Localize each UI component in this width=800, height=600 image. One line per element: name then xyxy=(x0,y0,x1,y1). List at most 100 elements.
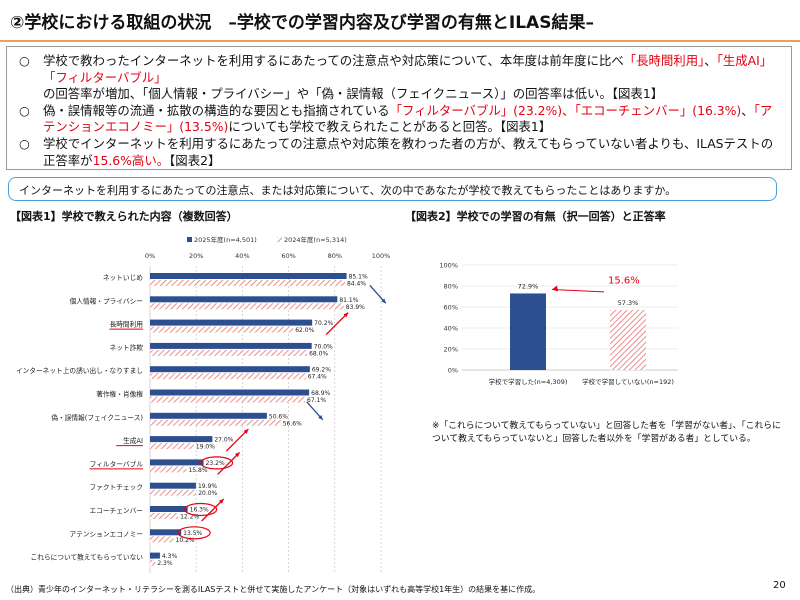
bar-2024 xyxy=(150,373,306,380)
x-tick-label: 60% xyxy=(281,252,295,260)
category-label: ファクトチェック xyxy=(90,484,144,492)
summary-text: 、 xyxy=(704,53,717,68)
bar-2025 xyxy=(150,296,338,303)
x-tick-label: 40% xyxy=(235,252,249,260)
summary-point-3: ○ 学校でインターネットを利用するにあたっての注意点や対応策を教わった者の方が、… xyxy=(15,136,783,169)
value-label-2025: 23.2% xyxy=(206,460,225,467)
bar-2024 xyxy=(150,326,294,333)
trend-arrowhead xyxy=(234,452,240,458)
y-tick-label: 0% xyxy=(448,367,458,375)
source-footnote: （出典）青少年のインターネット・リテラシーを測るILASテストと併せて実施したア… xyxy=(6,585,541,594)
y-tick-label: 60% xyxy=(444,304,458,312)
summary-text: 学校でインターネットを利用するにあたっての注意点や対応策を教わった者の方が、教え… xyxy=(43,135,774,168)
bullet-circle-icon: ○ xyxy=(19,135,30,151)
summary-highlight: 15.6%高い。 xyxy=(92,152,170,168)
value-label-2024: 20.0% xyxy=(198,490,217,497)
value-label-2024: 15.8% xyxy=(188,467,207,474)
survey-question: インターネットを利用するにあたっての注意点、または対応策について、次の中であなた… xyxy=(8,177,777,201)
x-tick-label: 0% xyxy=(145,252,155,260)
figure-1-chart: 2025年度(n=4,501) 2024年度(n=5,314) 0% 20% 40% 60… xyxy=(16,235,390,573)
value-label-2024: 67.4% xyxy=(308,374,327,381)
summary-text: 、 xyxy=(741,102,754,118)
category-label: 生成AI xyxy=(123,436,143,445)
value-label-2025: 16.3% xyxy=(190,507,209,514)
y-tick-label: 80% xyxy=(444,283,458,291)
bar-2025 xyxy=(150,552,160,559)
summary-text: についても学校で教えられたことがあると回答。【図表1】 xyxy=(228,119,552,135)
bullet-circle-icon: ○ xyxy=(19,102,30,118)
value-label-2025: 69.2% xyxy=(312,367,331,374)
x-tick-label: 80% xyxy=(328,252,342,260)
bar-2025 xyxy=(150,529,182,536)
summary-point-2: ○ 偽・誤情報等の流通・拡散の構造的な要因とも指摘されている「フィルターバブル」… xyxy=(15,103,783,136)
highlight-ellipse xyxy=(177,526,211,540)
legend-swatch-2025 xyxy=(187,237,192,242)
value-label-2025: 85.1% xyxy=(349,274,368,281)
bar-2025 xyxy=(150,482,196,489)
category-label: 個人情報・プライバシー xyxy=(70,296,143,305)
page-title: ②学校における取組の状況 –学校での学習内容及び学習の有無とILAS結果– xyxy=(10,13,594,33)
page-number: 20 xyxy=(773,580,786,591)
trend-arrowhead xyxy=(343,312,349,318)
value-label-2024: 12.2% xyxy=(180,514,199,521)
bar-not-learned xyxy=(610,309,646,370)
title-divider xyxy=(0,40,800,42)
category-label: 偽・誤情報(フェイクニュース) xyxy=(51,413,143,422)
bar-2024 xyxy=(150,466,187,473)
bar-2025 xyxy=(150,342,312,349)
bar-2024 xyxy=(150,489,197,496)
summary-text: の回答率が増加、「個人情報・プライバシー」や「偽・誤情報（フェイクニュース）」の… xyxy=(43,86,664,102)
category-label: ネット詐欺 xyxy=(110,343,144,352)
bar-learned xyxy=(510,293,546,370)
value-label-2024: 10.2% xyxy=(176,537,195,544)
summary-text: 学校で教わったインターネットを利用するにあたっての注意点や対応策について、本年度… xyxy=(43,53,624,68)
category-label: ネットいじめ xyxy=(103,274,143,282)
bar-2024 xyxy=(150,559,156,566)
value-label: 57.3% xyxy=(618,299,639,307)
summary-text: 偽・誤情報等の流通・拡散の構造的な要因とも指摘されている xyxy=(43,102,390,118)
value-label-2024: 84.4% xyxy=(347,281,366,288)
category-label: 著作権・肖像権 xyxy=(96,390,143,399)
bar-2025 xyxy=(150,389,310,396)
summary-box: ○ 学校で教わったインターネットを利用するにあたっての注意点や対応策について、本… xyxy=(6,46,792,170)
summary-highlight: 「長時間利用」 xyxy=(623,53,705,68)
bar-2025 xyxy=(150,459,204,466)
value-label-2025: 70.0% xyxy=(314,343,333,350)
summary-highlight: 「フィルターバブル」(23.2%)、「エコーチェンバー」(16.3%) xyxy=(389,102,742,118)
bar-2025 xyxy=(150,436,213,443)
figure-1-title: 【図表1】学校で教えられた内容（複数回答） xyxy=(10,210,238,223)
trend-arrow-up xyxy=(225,428,249,452)
trend-arrowhead xyxy=(218,499,224,504)
difference-arrowhead xyxy=(552,285,558,292)
bar-2024 xyxy=(150,513,179,519)
value-label-2024: 67.1% xyxy=(307,397,326,404)
value-label-2024: 56.6% xyxy=(283,420,302,427)
bullet-circle-icon: ○ xyxy=(19,53,30,68)
value-label-2024: 19.0% xyxy=(196,444,215,451)
trend-arrow-up xyxy=(217,451,241,475)
legend-swatch-2024 xyxy=(277,237,282,242)
bar-2024 xyxy=(150,396,306,403)
value-label-2025: 27.0% xyxy=(214,437,233,444)
bar-2024 xyxy=(150,443,194,450)
difference-arrow xyxy=(551,288,605,293)
value-label-2024: 68.0% xyxy=(309,350,328,357)
category-label: 長時間利用 xyxy=(110,320,143,329)
bar-2024 xyxy=(150,280,345,286)
category-label: 学校で学習した(n=4,309) xyxy=(489,377,568,386)
category-label: フィルターバブル xyxy=(90,459,144,468)
y-tick-label: 40% xyxy=(444,325,458,333)
bar-2025 xyxy=(150,319,313,326)
summary-highlight: 「生成AI」「フィルターバブル」 xyxy=(43,53,773,85)
summary-text: 【図表2】 xyxy=(169,152,221,168)
category-label: アテンションエコノミー xyxy=(69,530,143,538)
bar-2024 xyxy=(150,536,174,543)
trend-arrowhead xyxy=(243,429,249,434)
figure-2-title: 【図表2】学校での学習の有無（択一回答）と正答率 xyxy=(405,210,666,223)
bar-2024 xyxy=(150,349,308,356)
category-label: エコーチェンバー xyxy=(90,507,144,515)
trend-arrow-up xyxy=(201,498,225,522)
value-label-2024: 2.3% xyxy=(157,560,173,567)
value-label-2025: 19.9% xyxy=(198,483,217,490)
value-label-2025: 50.6% xyxy=(269,413,288,420)
